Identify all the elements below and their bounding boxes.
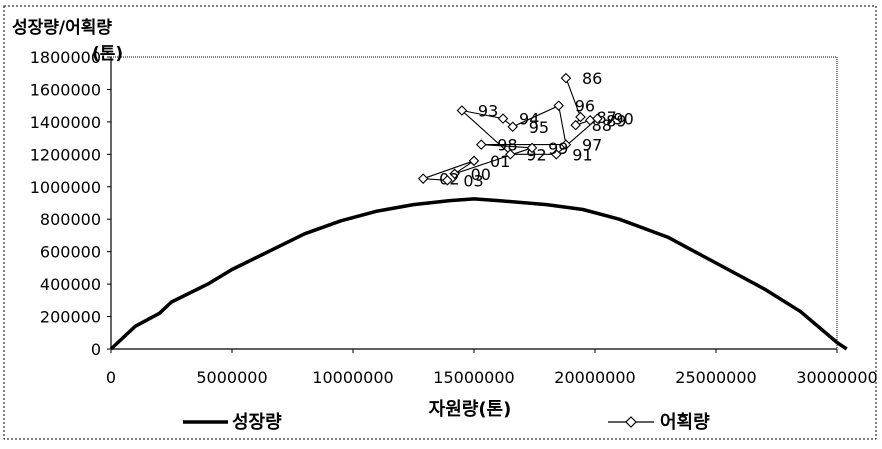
x-axis-title: 자원량(톤) bbox=[429, 399, 512, 420]
plot-area-border bbox=[110, 56, 838, 350]
y-tick-label: 1400000 bbox=[30, 113, 101, 132]
catch-point-02 bbox=[417, 173, 429, 184]
growth-curve-line bbox=[109, 197, 848, 351]
series-catch: 868788899091929394959697989900010203 bbox=[417, 69, 634, 190]
catch-point-95 bbox=[507, 121, 518, 133]
catch-label-98: 98 bbox=[497, 136, 517, 155]
catch-point-91 bbox=[551, 149, 562, 160]
catch-label-03: 03 bbox=[463, 171, 483, 190]
catch-point-97 bbox=[560, 139, 572, 150]
legend-label-catch: 어획량 bbox=[660, 412, 710, 433]
catch-point-01 bbox=[468, 155, 480, 167]
y-tick-label: 1800000 bbox=[30, 48, 101, 67]
catch-label-96: 96 bbox=[575, 97, 595, 116]
catch-label-94: 94 bbox=[519, 110, 539, 129]
catch-point-96 bbox=[553, 100, 564, 111]
y-tick-label: 800000 bbox=[40, 210, 101, 229]
catch-point-99 bbox=[526, 142, 538, 154]
catch-point-86 bbox=[560, 72, 572, 84]
catch-point-87 bbox=[575, 111, 586, 123]
x-tick-label: 30000000 bbox=[796, 368, 877, 387]
catch-label-90: 90 bbox=[613, 110, 633, 129]
legend-marker-catch bbox=[625, 416, 637, 428]
y-tick-label: 600000 bbox=[40, 243, 101, 262]
y-tick-label: 0 bbox=[91, 340, 101, 359]
catch-point-03 bbox=[442, 175, 453, 186]
catch-point-90 bbox=[592, 113, 603, 124]
catch-label-99: 99 bbox=[548, 139, 568, 158]
legend-label-growth: 성장량 bbox=[232, 412, 282, 433]
y-axis-title-line2: (톤) bbox=[92, 44, 123, 64]
catch-point-94 bbox=[497, 113, 509, 124]
series-growth bbox=[109, 197, 848, 351]
catch-point-88 bbox=[570, 119, 581, 131]
catch-label-86: 86 bbox=[582, 69, 602, 88]
y-tick-label: 200000 bbox=[40, 308, 101, 327]
axes: 0 200000 400000 600000 800000 1000000 1200000 1… bbox=[30, 48, 878, 387]
y-tick-label: 1600000 bbox=[30, 80, 101, 99]
x-tick-label: 10000000 bbox=[312, 368, 393, 387]
catch-label-01: 01 bbox=[490, 152, 510, 171]
y-tick-label: 1000000 bbox=[30, 178, 101, 197]
catch-point-92 bbox=[505, 149, 516, 160]
catch-point-93 bbox=[456, 105, 468, 116]
catch-point-00 bbox=[449, 168, 460, 180]
catch-label-93: 93 bbox=[478, 102, 498, 121]
catch-point-98 bbox=[475, 139, 487, 150]
catch-label-97: 97 bbox=[582, 136, 602, 155]
catch-label-89: 89 bbox=[606, 111, 626, 130]
x-tick-label: 15000000 bbox=[433, 368, 514, 387]
x-tick-label: 20000000 bbox=[554, 368, 635, 387]
catch-label-95: 95 bbox=[529, 118, 549, 137]
x-tick-label: 25000000 bbox=[675, 368, 756, 387]
catch-label-00: 00 bbox=[471, 165, 491, 184]
catch-label-87: 87 bbox=[596, 108, 616, 127]
y-tick-label: 1200000 bbox=[30, 145, 101, 164]
x-tick-label: 0 bbox=[106, 368, 116, 387]
legend: 성장량 어획량 bbox=[183, 412, 710, 433]
chart-area-border bbox=[3, 5, 877, 440]
y-axis-title-line1: 성장량/어획량 bbox=[12, 18, 112, 38]
x-tick-label: 5000000 bbox=[196, 368, 267, 387]
y-tick-label: 400000 bbox=[40, 275, 101, 294]
catch-label-91: 91 bbox=[572, 145, 592, 164]
